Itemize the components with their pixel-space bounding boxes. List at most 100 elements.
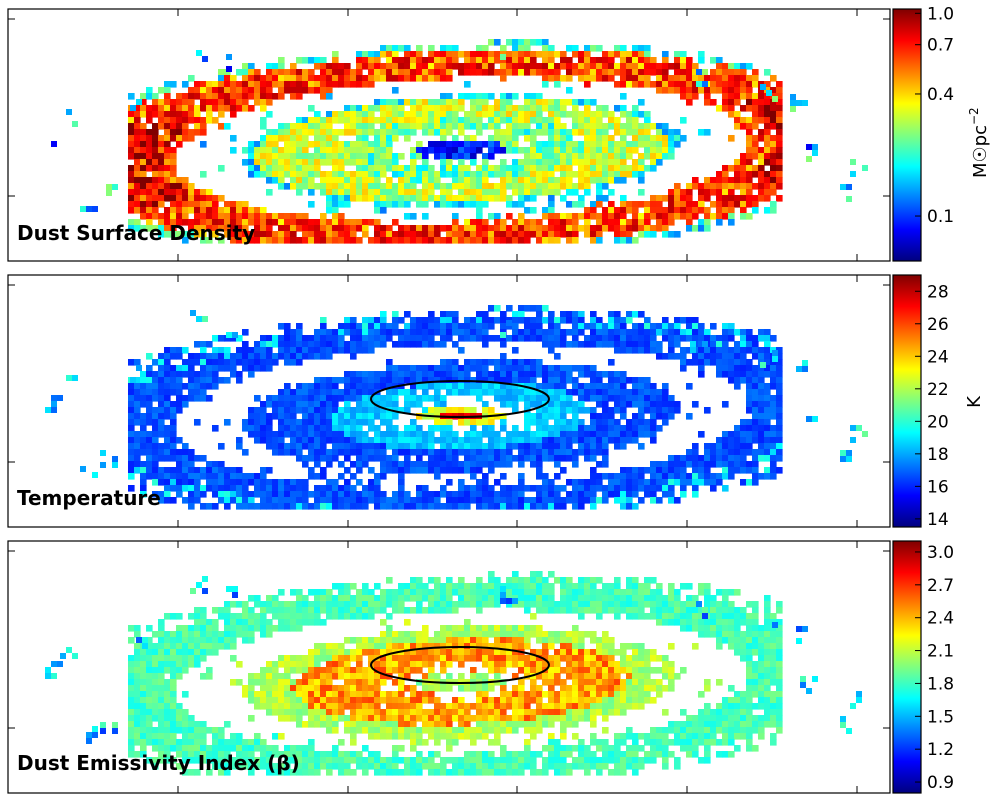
map-pixel [554, 99, 561, 106]
map-pixel [182, 99, 189, 106]
map-pixel [470, 407, 477, 414]
map-pixel [644, 577, 651, 584]
map-pixel [380, 153, 387, 160]
map-pixel [260, 159, 267, 166]
map-pixel [596, 389, 603, 396]
map-pixel [356, 503, 363, 510]
map-pixel [128, 455, 135, 462]
map-pixel [452, 111, 459, 118]
map-pixel [158, 231, 165, 238]
map-pixel [488, 183, 495, 190]
map-pixel [164, 231, 171, 238]
map-pixel [194, 479, 201, 486]
map-pixel [428, 577, 435, 584]
map-pixel [320, 129, 327, 136]
map-pixel [542, 455, 549, 462]
map-pixel [140, 377, 147, 384]
map-pixel [320, 335, 327, 342]
map-pixel [764, 425, 771, 432]
map-pixel [644, 389, 651, 396]
map-pixel [404, 45, 411, 52]
satellite-pixel [72, 375, 78, 381]
map-pixel [266, 237, 273, 244]
map-pixel [440, 159, 447, 166]
map-pixel [476, 437, 483, 444]
map-pixel [632, 491, 639, 498]
map-pixel [488, 571, 495, 578]
map-pixel [764, 401, 771, 408]
map-pixel [752, 195, 759, 202]
map-pixel [374, 57, 381, 64]
map-pixel [284, 335, 291, 342]
map-pixel [536, 413, 543, 420]
map-pixel [362, 317, 369, 324]
map-pixel [626, 207, 633, 214]
map-pixel [620, 503, 627, 510]
map-pixel [632, 329, 639, 336]
map-pixel [374, 503, 381, 510]
map-pixel [128, 401, 135, 408]
map-pixel [674, 353, 681, 360]
map-pixel [368, 419, 375, 426]
map-pixel [722, 189, 729, 196]
map-pixel [242, 159, 249, 166]
map-pixel [524, 189, 531, 196]
map-pixel [278, 129, 285, 136]
map-pixel [530, 389, 537, 396]
map-pixel [464, 69, 471, 76]
map-pixel [476, 485, 483, 492]
map-pixel [242, 503, 249, 510]
map-pixel [596, 377, 603, 384]
map-pixel [500, 141, 507, 148]
map-pixel [338, 159, 345, 166]
map-pixel [386, 437, 393, 444]
map-pixel [608, 63, 615, 70]
map-pixel [650, 467, 657, 474]
map-pixel [392, 63, 399, 70]
map-pixel [608, 317, 615, 324]
map-pixel [152, 407, 159, 414]
map-pixel [266, 431, 273, 438]
map-pixel [656, 479, 663, 486]
map-pixel [668, 87, 675, 94]
map-pixel [368, 413, 375, 420]
map-pixel [530, 99, 537, 106]
map-pixel [620, 237, 627, 244]
map-pixel [272, 479, 279, 486]
map-pixel [356, 117, 363, 124]
map-pixel [296, 443, 303, 450]
map-pixel [320, 377, 327, 384]
map-pixel [518, 317, 525, 324]
map-pixel [224, 123, 231, 130]
map-pixel [548, 195, 555, 202]
map-pixel [524, 231, 531, 238]
map-pixel [482, 159, 489, 166]
map-pixel [578, 159, 585, 166]
map-pixel [254, 503, 261, 510]
map-pixel [458, 129, 465, 136]
map-pixel [584, 177, 591, 184]
map-pixel [542, 425, 549, 432]
map-pixel [590, 117, 597, 124]
map-pixel [350, 123, 357, 130]
map-pixel [236, 473, 243, 480]
map-pixel [686, 69, 693, 76]
map-pixel [470, 443, 477, 450]
map-pixel [584, 231, 591, 238]
map-pixel [500, 419, 507, 426]
map-pixel [776, 171, 783, 178]
map-pixel [422, 383, 429, 390]
map-pixel [416, 69, 423, 76]
map-pixel [710, 69, 717, 76]
satellite-pixel [846, 184, 852, 190]
map-pixel [146, 87, 153, 94]
satellite-pixel [806, 156, 812, 162]
map-pixel [662, 69, 669, 76]
map-pixel [248, 159, 255, 166]
map-pixel [152, 443, 159, 450]
map-pixel [728, 213, 735, 220]
map-pixel [590, 383, 597, 390]
map-pixel [326, 231, 333, 238]
map-pixel [710, 479, 717, 486]
map-pixel [542, 371, 549, 378]
